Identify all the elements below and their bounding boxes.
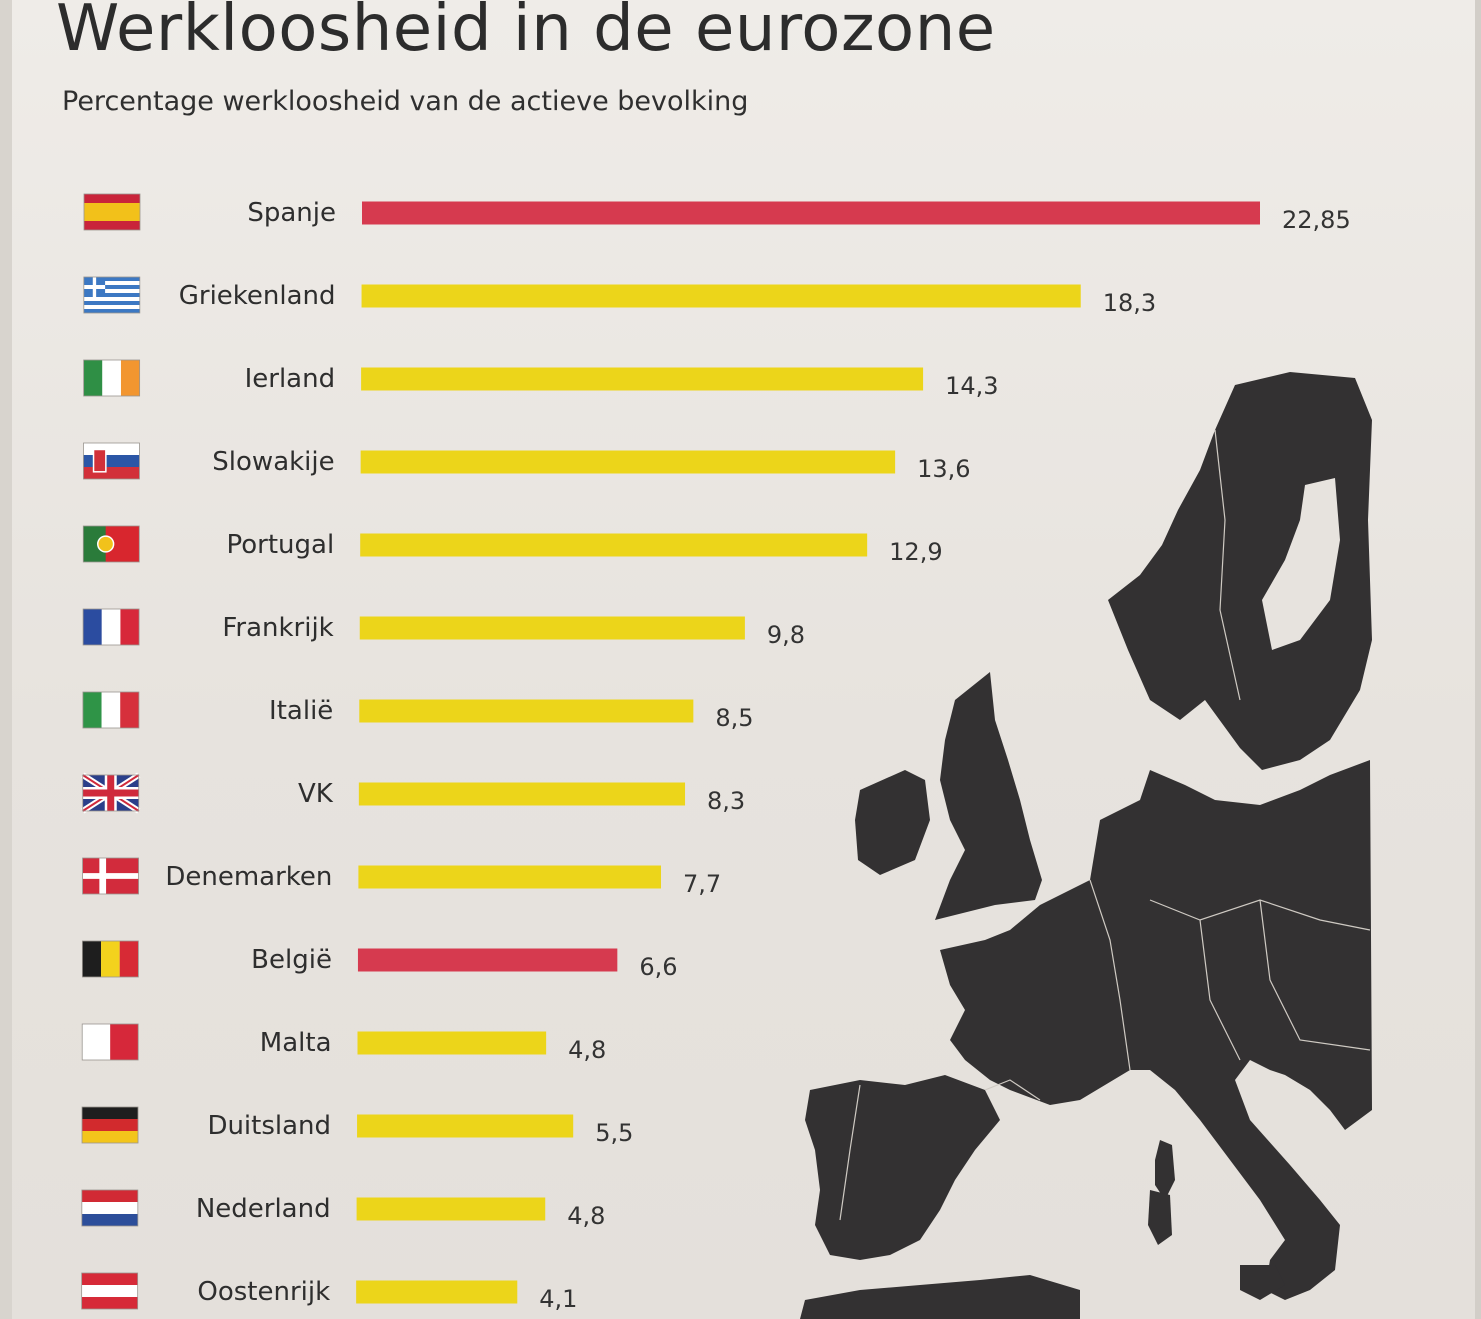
- category-label: Nederland: [196, 1194, 331, 1224]
- category-label: VK: [298, 779, 334, 809]
- flag-spain-icon: [83, 193, 141, 231]
- category-label: Oostenrijk: [197, 1277, 330, 1307]
- value-label: 6,6: [639, 953, 677, 981]
- value-label: 12,9: [889, 538, 942, 566]
- value-label: 8,3: [707, 787, 745, 815]
- category-label: Italië: [269, 696, 333, 726]
- europe-map: [800, 372, 1372, 1319]
- bar-row-12: Duitsland 5,5: [81, 1106, 633, 1147]
- north-africa-coast: [800, 1275, 1080, 1319]
- bar: [358, 782, 686, 806]
- bar-row-6: Frankrijk 9,8: [82, 608, 805, 649]
- value-label: 9,8: [767, 621, 805, 649]
- flag-ireland-icon: [83, 359, 141, 397]
- bar-row-8: VK 8,3: [81, 772, 745, 815]
- category-label: Griekenland: [179, 281, 336, 311]
- map-borders: [839, 429, 1371, 1221]
- bar: [359, 616, 745, 640]
- value-label: 7,7: [683, 870, 721, 898]
- bar: [361, 284, 1081, 308]
- flag-italy-icon: [82, 691, 140, 729]
- bar-row-2: Griekenland 18,3: [83, 276, 1156, 317]
- sicily-shape: [1240, 1265, 1285, 1300]
- category-label: Frankrijk: [222, 613, 333, 643]
- category-label: Denemarken: [165, 862, 332, 892]
- great-britain-shape: [935, 672, 1042, 920]
- category-label: Malta: [260, 1028, 332, 1058]
- flag-netherlands-icon: [81, 1189, 139, 1227]
- flag-austria-icon: [81, 1272, 139, 1310]
- bar-row-5: Portugal 12,9: [82, 525, 943, 566]
- bar: [360, 533, 868, 557]
- category-label: Spanje: [247, 198, 336, 228]
- bar-row-1: Spanje 22,85: [83, 193, 1351, 234]
- category-label: België: [251, 945, 332, 975]
- continent-shape: [940, 760, 1372, 1300]
- bar: [357, 948, 618, 972]
- bar-row-10: België 6,6: [81, 940, 678, 981]
- flag-slovakia-icon: [83, 442, 140, 480]
- bar-row-4: Slowakije 13,6: [83, 442, 971, 483]
- value-label: 14,3: [945, 372, 998, 400]
- category-label: Ierland: [245, 364, 336, 394]
- bar: [357, 1114, 574, 1138]
- page-edge-left: [0, 0, 12, 1319]
- flag-france-icon: [82, 608, 140, 646]
- bar: [358, 865, 662, 889]
- bar-row-11: Malta 4,8: [81, 1023, 606, 1064]
- bar: [359, 699, 694, 723]
- category-label: Duitsland: [207, 1111, 331, 1141]
- bar: [356, 1280, 518, 1304]
- value-label: 22,85: [1282, 206, 1351, 234]
- bar: [362, 201, 1260, 225]
- flag-greece-icon: [83, 276, 141, 314]
- bar-row-14: Oostenrijk 4,1: [81, 1272, 577, 1313]
- page-edge-right: [1475, 0, 1481, 1319]
- bar: [356, 1197, 546, 1221]
- value-label: 13,6: [917, 455, 970, 483]
- flag-belgium-icon: [81, 940, 139, 978]
- corsica-shape: [1148, 1190, 1172, 1245]
- category-label: Portugal: [227, 530, 335, 560]
- category-label: Slowakije: [212, 447, 334, 477]
- bar-row-3: Ierland 14,3: [83, 359, 999, 400]
- flag-denmark-icon: [82, 857, 139, 895]
- flag-germany-icon: [81, 1106, 139, 1144]
- value-label: 4,1: [539, 1285, 577, 1313]
- gulf-gap: [1262, 478, 1340, 650]
- ireland-shape: [855, 770, 930, 875]
- bar-row-9: Denemarken 7,7: [82, 857, 721, 898]
- bar: [360, 450, 896, 474]
- bar-row-13: Nederland 4,8: [81, 1189, 605, 1230]
- value-label: 4,8: [568, 1036, 606, 1064]
- chart-subtitle: Percentage werkloosheid van de actieve b…: [62, 86, 749, 117]
- value-label: 4,8: [567, 1202, 605, 1230]
- value-label: 8,5: [715, 704, 753, 732]
- bar: [357, 1031, 547, 1055]
- flag-malta-icon: [81, 1023, 139, 1061]
- bar: [361, 367, 924, 391]
- scandinavia-shape: [1108, 372, 1372, 770]
- value-label: 5,5: [595, 1119, 633, 1147]
- chart-title: Werkloosheid in de eurozone: [56, 0, 996, 66]
- iberia-shape: [805, 1075, 1000, 1260]
- sardinia-shape: [1155, 1140, 1175, 1200]
- flag-uk-icon: [81, 772, 141, 814]
- flag-portugal-icon: [82, 525, 140, 563]
- value-label: 18,3: [1103, 289, 1156, 317]
- bar-row-7: Italië 8,5: [82, 691, 754, 732]
- bars-group: Spanje 22,85 Griekenland 18,3 Ierland 14,3 Slo…: [81, 193, 1351, 1313]
